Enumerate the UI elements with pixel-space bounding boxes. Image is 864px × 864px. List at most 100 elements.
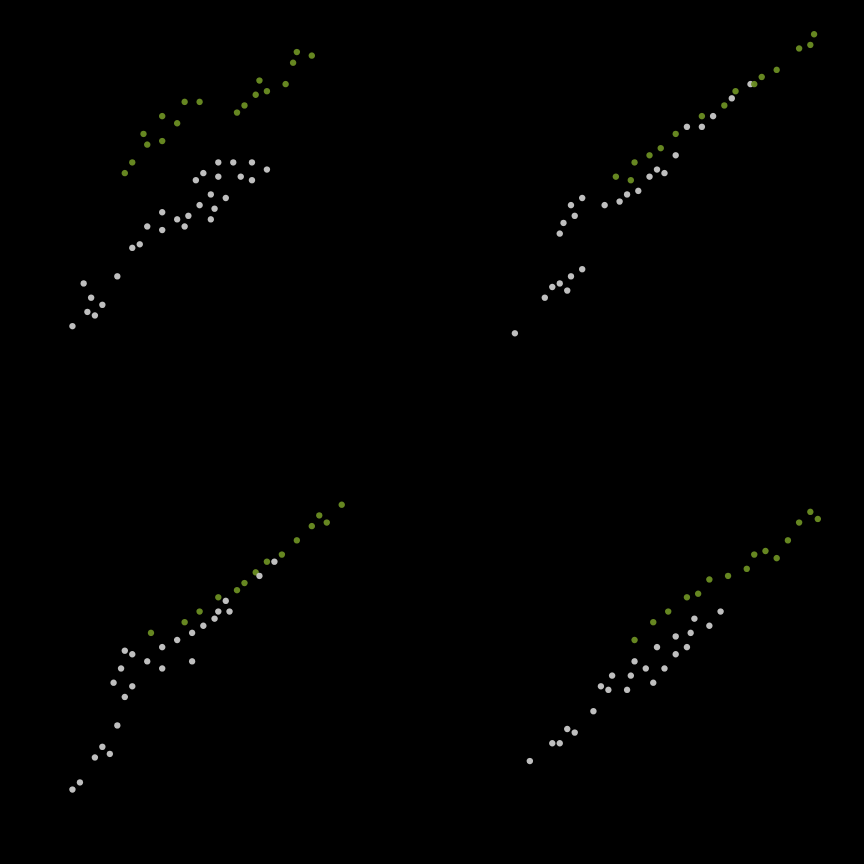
scatter-point [309, 523, 315, 529]
scatter-point [211, 205, 217, 211]
scatter-point [684, 644, 690, 650]
scatter-point [122, 694, 128, 700]
scatter-point [185, 213, 191, 219]
scatter-point [631, 637, 637, 643]
scatter-point [759, 74, 765, 80]
scatter-point [807, 509, 813, 515]
scatter-point [751, 551, 757, 557]
scatter-point [635, 188, 641, 194]
scatter-point [706, 576, 712, 582]
scatter-point [208, 216, 214, 222]
scatter-point [234, 587, 240, 593]
scatter-point [628, 672, 634, 678]
chart-background [0, 0, 864, 864]
scatter-point [785, 537, 791, 543]
scatter-point [271, 558, 277, 564]
scatter-point [654, 166, 660, 172]
scatter-point [796, 519, 802, 525]
scatter-point [92, 754, 98, 760]
scatter-point [628, 177, 634, 183]
scatter-point [294, 49, 300, 55]
scatter-point [665, 608, 671, 614]
scatter-point [557, 230, 563, 236]
scatter-point [107, 751, 113, 757]
scatter-point [616, 198, 622, 204]
scatter-point [256, 573, 262, 579]
scatter-point [512, 330, 518, 336]
scatter-point [193, 177, 199, 183]
scatter-point [673, 633, 679, 639]
scatter-point [744, 566, 750, 572]
scatter-point [99, 744, 105, 750]
scatter-point [643, 665, 649, 671]
scatter-point [92, 312, 98, 318]
scatter-point [542, 294, 548, 300]
scatter-point [159, 138, 165, 144]
scatter-point [699, 113, 705, 119]
scatter-point [564, 726, 570, 732]
scatter-grid [0, 0, 864, 864]
scatter-point [732, 88, 738, 94]
scatter-point [249, 159, 255, 165]
scatter-point [215, 594, 221, 600]
scatter-point [673, 651, 679, 657]
scatter-point [137, 241, 143, 247]
scatter-point [590, 708, 596, 714]
scatter-point [579, 266, 585, 272]
scatter-point [294, 537, 300, 543]
scatter-point [717, 608, 723, 614]
scatter-point [159, 209, 165, 215]
scatter-point [159, 665, 165, 671]
scatter-point [699, 124, 705, 130]
scatter-point [549, 740, 555, 746]
scatter-point [729, 95, 735, 101]
scatter-point [215, 159, 221, 165]
scatter-point [646, 173, 652, 179]
scatter-point [241, 580, 247, 586]
scatter-point [118, 665, 124, 671]
scatter-point [624, 687, 630, 693]
scatter-point [215, 173, 221, 179]
scatter-point [572, 213, 578, 219]
scatter-point [661, 170, 667, 176]
scatter-point [631, 658, 637, 664]
scatter-point [148, 630, 154, 636]
scatter-point [721, 102, 727, 108]
scatter-point [751, 81, 757, 87]
scatter-point [609, 672, 615, 678]
scatter-point [560, 220, 566, 226]
scatter-point [324, 519, 330, 525]
scatter-point [762, 548, 768, 554]
scatter-point [279, 551, 285, 557]
scatter-point [196, 99, 202, 105]
scatter-point [80, 280, 86, 286]
scatter-point [249, 177, 255, 183]
scatter-point [695, 591, 701, 597]
scatter-point [624, 191, 630, 197]
scatter-point [159, 227, 165, 233]
scatter-point [223, 598, 229, 604]
scatter-point [282, 81, 288, 87]
scatter-point [200, 623, 206, 629]
scatter-point [189, 630, 195, 636]
scatter-point [84, 309, 90, 315]
scatter-point [807, 42, 813, 48]
scatter-point [110, 680, 116, 686]
scatter-point [601, 202, 607, 208]
scatter-point [129, 683, 135, 689]
scatter-point [557, 740, 563, 746]
scatter-point [181, 223, 187, 229]
scatter-point [687, 630, 693, 636]
scatter-point [557, 280, 563, 286]
scatter-point [99, 302, 105, 308]
scatter-point [174, 637, 180, 643]
scatter-point [144, 223, 150, 229]
scatter-point [646, 152, 652, 158]
scatter-point [264, 88, 270, 94]
scatter-point [69, 323, 75, 329]
scatter-point [144, 141, 150, 147]
scatter-point [658, 145, 664, 151]
scatter-point [650, 619, 656, 625]
scatter-point [673, 131, 679, 137]
scatter-point [264, 558, 270, 564]
